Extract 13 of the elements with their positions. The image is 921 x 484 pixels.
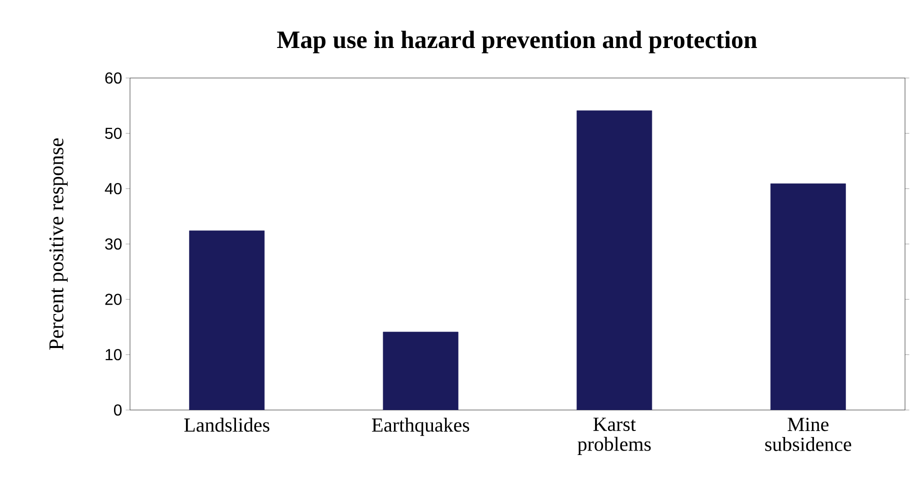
y-tick-label: 10 [106,349,122,360]
y-tick-label: 0 [114,404,122,416]
x-tick-label: Landslides [184,418,270,432]
y-axis-title: Percent positive response [49,138,68,350]
y-tick-label: 20 [105,294,122,305]
x-tick-label: Earthquakes [372,418,470,436]
y-tick-label: 30 [105,238,122,250]
x-tick-label: Karst problems [578,418,651,455]
y-tick-label: 50 [105,128,122,139]
x-tick-label: Mine subsidence [765,418,852,452]
y-tick-label: 60 [105,72,122,84]
chart-title: Map use in hazard prevention and protection [277,30,757,54]
y-tick-label: 40 [104,183,122,194]
